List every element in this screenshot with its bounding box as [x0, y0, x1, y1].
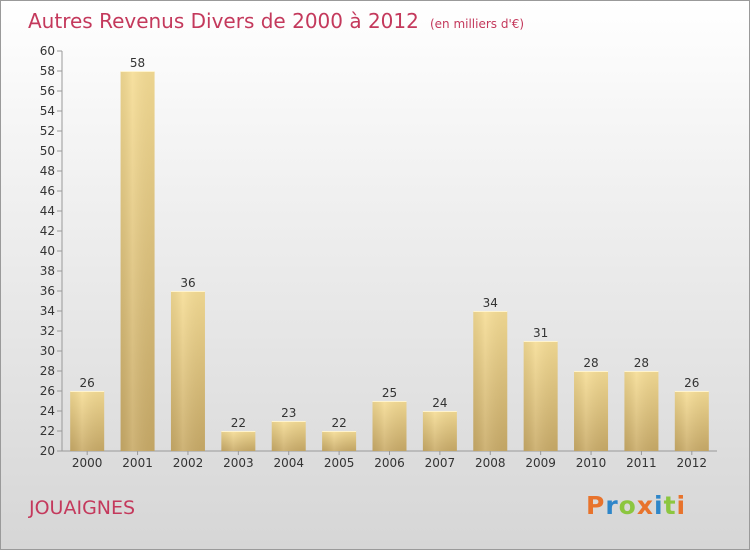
bar-shade — [674, 391, 709, 451]
y-tick-label: 52 — [40, 124, 55, 138]
x-tick-label: 2011 — [626, 456, 657, 470]
brand-letter: i — [676, 491, 687, 520]
bar-shade — [271, 421, 306, 451]
x-tick-label: 2003 — [223, 456, 254, 470]
y-tick-label: 46 — [40, 184, 55, 198]
y-tick-label: 56 — [40, 84, 55, 98]
y-tick-label: 22 — [40, 424, 55, 438]
y-tick-label: 58 — [40, 64, 55, 78]
y-tick-label: 54 — [40, 104, 55, 118]
bar-value-label: 25 — [382, 386, 397, 400]
bar-shade — [574, 371, 609, 451]
brand-letter: o — [618, 491, 637, 520]
brand-logo: Proxiti — [586, 491, 686, 520]
bar-shade — [322, 431, 357, 451]
x-tick-label: 2001 — [122, 456, 153, 470]
bar-shade — [422, 411, 457, 451]
x-tick-label: 2005 — [324, 456, 355, 470]
chart-title-unit: (en milliers d'€) — [429, 17, 525, 31]
y-tick-label: 42 — [40, 224, 55, 238]
bar-value-label: 22 — [231, 416, 246, 430]
y-tick-label: 20 — [40, 444, 55, 458]
x-tick-label: 2004 — [273, 456, 304, 470]
x-tick-label: 2012 — [677, 456, 708, 470]
x-tick-label: 2000 — [72, 456, 103, 470]
bar-shade — [372, 401, 407, 451]
x-tick-label: 2002 — [173, 456, 204, 470]
y-tick-label: 48 — [40, 164, 55, 178]
bar-value-label: 36 — [180, 276, 195, 290]
y-tick-label: 38 — [40, 264, 55, 278]
y-tick-label: 32 — [40, 324, 55, 338]
x-tick-label: 2008 — [475, 456, 506, 470]
brand-letter: r — [605, 491, 619, 520]
chart-title-main: Autres Revenus Divers de 2000 à 2012 — [28, 9, 419, 33]
bar-shade — [624, 371, 659, 451]
brand-letter: i — [654, 491, 664, 520]
bar-value-label: 26 — [80, 376, 95, 390]
brand-letter: x — [636, 491, 654, 520]
y-tick-label: 50 — [40, 144, 55, 158]
y-tick-label: 34 — [40, 304, 55, 318]
bar-shade — [120, 71, 155, 451]
x-tick-label: 2007 — [425, 456, 456, 470]
bar-value-label: 22 — [331, 416, 346, 430]
bar-value-label: 31 — [533, 326, 548, 340]
bar-shade — [221, 431, 256, 451]
y-tick-label: 36 — [40, 284, 55, 298]
bar-value-label: 23 — [281, 406, 296, 420]
y-tick-label: 24 — [40, 404, 55, 418]
y-tick-label: 30 — [40, 344, 55, 358]
y-tick-label: 26 — [40, 384, 55, 398]
brand-letter: t — [663, 491, 677, 520]
bar-value-label: 34 — [483, 296, 498, 310]
bar-value-label: 28 — [583, 356, 598, 370]
bar-shade — [523, 341, 558, 451]
y-tick-label: 28 — [40, 364, 55, 378]
bar-value-label: 24 — [432, 396, 447, 410]
bar-shade — [473, 311, 508, 451]
brand-letter: P — [586, 491, 606, 520]
x-tick-label: 2010 — [576, 456, 607, 470]
x-tick-label: 2009 — [525, 456, 556, 470]
bar-value-label: 26 — [684, 376, 699, 390]
y-tick-label: 60 — [40, 44, 55, 58]
chart-title: Autres Revenus Divers de 2000 à 2012 (en… — [28, 9, 524, 33]
commune-name: JOUAIGNES — [29, 497, 136, 519]
bar-value-label: 28 — [634, 356, 649, 370]
y-tick-label: 44 — [40, 204, 55, 218]
x-tick-label: 2006 — [374, 456, 405, 470]
y-tick-label: 40 — [40, 244, 55, 258]
bar-shade — [70, 391, 105, 451]
bar-shade — [170, 291, 205, 451]
bar-value-label: 58 — [130, 56, 145, 70]
